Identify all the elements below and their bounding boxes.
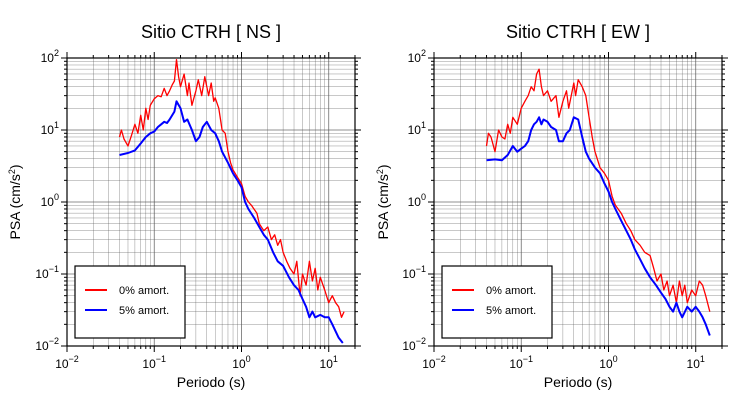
y-tick-label-ns: 10−1	[35, 264, 59, 281]
legend-box-ns	[74, 265, 186, 339]
y-tick-label-ew: 10−2	[402, 336, 426, 353]
chart-title-ns: Sitio CTRH [ NS ]	[141, 22, 281, 42]
x-tick-label-ns: 10−2	[55, 354, 79, 371]
y-tick-label-ns: 10−2	[35, 336, 59, 353]
y-tick-label-ns: 100	[41, 192, 59, 209]
ticks-ns: 10−2 10−1 100 101 10−2 10−1 100 101 102	[35, 48, 361, 371]
panel-ns: Sitio CTRH [ NS ] 10−2 10−1 100 101 10−2 10−1…	[7, 22, 361, 390]
y-axis-label-ew: PSA (cm/s2)	[375, 164, 391, 239]
legend-label-0pct-ns: 0% amort.	[119, 285, 169, 297]
series-ns	[118, 58, 345, 344]
x-tick-label-ns: 101	[320, 354, 338, 371]
y-tick-label-ew: 102	[408, 48, 426, 65]
chart-title-ew: Sitio CTRH [ EW ]	[506, 22, 650, 42]
y-tick-label-ew: 101	[408, 120, 426, 137]
legend-ew: 0% amort. 5% amort.	[441, 265, 553, 339]
y-axis-label-ns: PSA (cm/s2)	[7, 164, 23, 239]
x-tick-label-ns: 10−1	[142, 354, 166, 371]
series-ew	[485, 68, 711, 336]
series-line-5pct-ns	[119, 100, 344, 344]
legend-label-0pct-ew: 0% amort.	[486, 285, 536, 297]
x-tick-label-ew: 100	[599, 354, 617, 371]
y-tick-label-ns: 102	[41, 48, 59, 65]
legend-label-5pct-ns: 5% amort.	[119, 305, 169, 317]
x-axis-label-ns: Periodo (s)	[177, 374, 245, 390]
series-line-0pct-ew	[485, 68, 711, 312]
legend-box-ew	[441, 265, 553, 339]
ticks-ew: 10−2 10−1 100 101 10−2 10−1 100 101 102	[402, 48, 728, 371]
y-tick-label-ew: 100	[408, 192, 426, 209]
x-tick-label-ew: 10−2	[422, 354, 446, 371]
panel-ew: Sitio CTRH [ EW ] 10−2 10−1 100 101 10−2 10−1…	[375, 22, 728, 390]
x-tick-label-ew: 10−1	[509, 354, 533, 371]
legend-ns: 0% amort. 5% amort.	[74, 265, 186, 339]
y-tick-label-ew: 10−1	[402, 264, 426, 281]
x-tick-label-ns: 100	[232, 354, 250, 371]
x-tick-label-ew: 101	[687, 354, 705, 371]
x-axis-label-ew: Periodo (s)	[544, 374, 612, 390]
legend-label-5pct-ew: 5% amort.	[486, 305, 536, 317]
y-tick-label-ns: 101	[41, 120, 59, 137]
series-line-5pct-ew	[486, 116, 711, 336]
series-line-0pct-ns	[118, 58, 345, 318]
